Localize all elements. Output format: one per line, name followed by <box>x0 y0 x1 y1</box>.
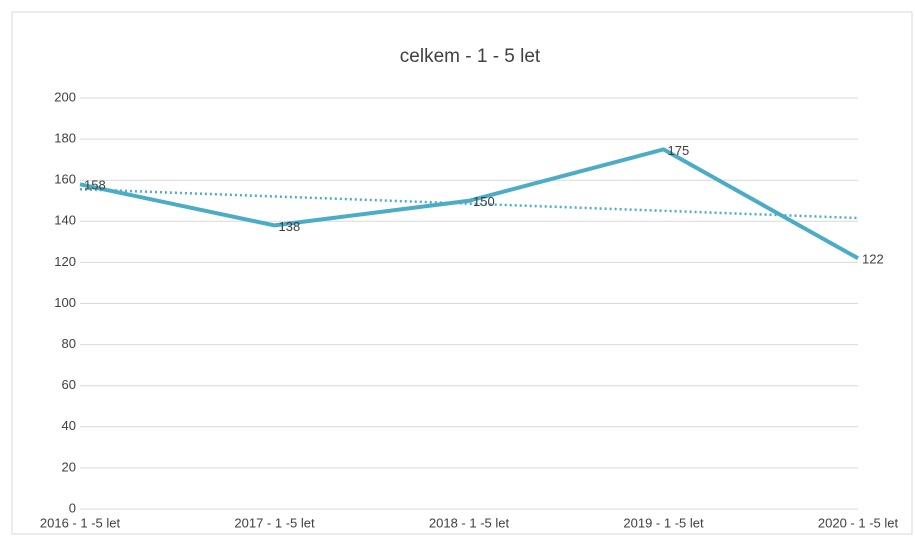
y-tick-label: 180 <box>54 131 76 146</box>
data-label: 150 <box>473 194 495 209</box>
y-tick-label: 20 <box>62 459 76 474</box>
data-label: 158 <box>84 178 106 193</box>
x-tick-label: 2018 - 1 -5 let <box>429 515 510 530</box>
chart-title: celkem - 1 - 5 let <box>400 46 541 67</box>
y-tick-label: 160 <box>54 172 76 187</box>
y-tick-label: 0 <box>69 500 76 515</box>
data-label: 175 <box>668 143 690 158</box>
line-series <box>79 147 859 261</box>
x-tick-label: 2016 - 1 -5 let <box>40 515 121 530</box>
data-label: 138 <box>279 219 301 234</box>
y-tick-label: 40 <box>62 418 76 433</box>
y-tick-label: 80 <box>62 336 76 351</box>
y-tick-label: 100 <box>54 295 76 310</box>
data-label: 122 <box>862 252 884 267</box>
x-tick-label: 2019 - 1 -5 let <box>623 515 704 530</box>
x-tick-label: 2020 - 1 -5 let <box>818 515 899 530</box>
chart-border <box>11 11 913 535</box>
x-tick-label: 2017 - 1 -5 let <box>234 515 315 530</box>
y-tick-label: 200 <box>54 89 76 104</box>
y-tick-label: 120 <box>54 254 76 269</box>
y-tick-label: 60 <box>62 377 76 392</box>
y-tick-label: 140 <box>54 213 76 228</box>
